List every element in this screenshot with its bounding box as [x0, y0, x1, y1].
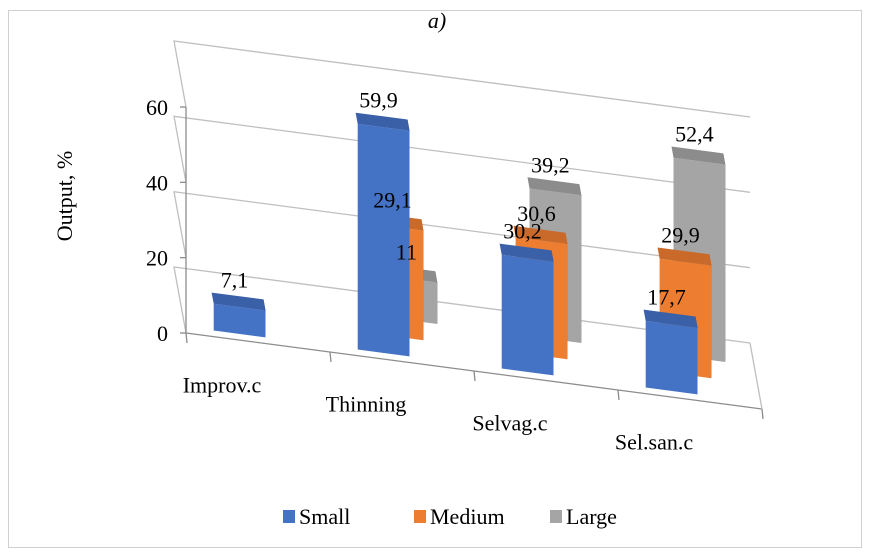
- data-label: 11: [396, 240, 417, 265]
- floor-edge: [749, 342, 763, 410]
- y-tick-label: 60: [146, 95, 168, 120]
- data-label: 29,9: [661, 223, 700, 248]
- bar-top: [211, 292, 266, 311]
- bar-small-selvagc: [499, 243, 554, 376]
- data-label: 59,9: [359, 88, 398, 113]
- bar-front: [501, 254, 554, 376]
- bar-front: [213, 303, 266, 338]
- legend-label: Small: [299, 504, 350, 529]
- legend-swatch: [414, 510, 426, 523]
- legend-label: Large: [566, 504, 617, 529]
- legend-swatch: [283, 510, 295, 523]
- x-tick-label: Thinning: [326, 392, 407, 417]
- bar-small-thinning: [355, 112, 410, 357]
- bar-top: [527, 177, 582, 196]
- y-tick-label: 0: [157, 321, 168, 346]
- x-tick: [329, 351, 332, 363]
- x-tick: [617, 389, 620, 401]
- data-label: 7,1: [221, 268, 249, 293]
- x-tick-label: Sel.san.c: [615, 430, 693, 455]
- gridline: [173, 115, 751, 193]
- bar-top: [643, 309, 698, 328]
- bar-top: [671, 146, 726, 165]
- bar-top: [499, 243, 554, 262]
- data-label: 29,1: [373, 188, 412, 213]
- x-tick-label: Improv.c: [183, 373, 262, 398]
- bar-top: [355, 112, 410, 131]
- legend: Small Medium Large: [283, 504, 617, 529]
- x-tick-label: Selvag.c: [472, 411, 547, 436]
- data-label: 17,7: [647, 285, 686, 310]
- y-tick-label: 20: [146, 246, 168, 271]
- y-tick-label: 40: [146, 170, 168, 195]
- chart-title: a): [428, 8, 446, 33]
- bar-front: [645, 320, 698, 395]
- bar-small-selsanc: [643, 309, 698, 395]
- bar-small-improvc: [211, 292, 266, 338]
- data-label: 30,2: [503, 219, 542, 244]
- legend-label: Medium: [430, 504, 505, 529]
- y-axis-label: Output, %: [52, 151, 77, 241]
- data-label: 30,6: [517, 201, 556, 226]
- bar-top: [513, 225, 568, 244]
- legend-swatch: [550, 510, 562, 523]
- x-tick: [185, 332, 188, 344]
- bar-front: [357, 123, 410, 357]
- bar-top: [657, 247, 712, 266]
- data-label: 39,2: [531, 152, 570, 177]
- gridline: [173, 40, 751, 118]
- x-tick: [761, 408, 764, 420]
- x-tick: [473, 370, 476, 382]
- data-label: 52,4: [675, 122, 714, 147]
